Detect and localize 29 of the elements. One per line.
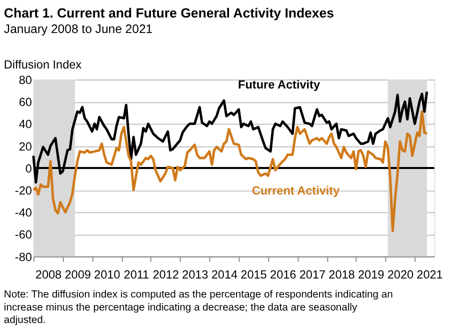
y-axis-title: Diffusion Index xyxy=(4,58,82,72)
y-tick-label: -60 xyxy=(14,228,32,242)
x-tick-label: 2016 xyxy=(270,268,297,282)
x-tick-label: 2019 xyxy=(358,268,384,282)
x-tick-label: 2020 xyxy=(387,268,414,282)
series-label: Current Activity xyxy=(252,184,340,198)
x-tick-label: 2011 xyxy=(124,268,150,282)
series-label: Future Activity xyxy=(238,78,320,92)
y-tick-label: -40 xyxy=(14,206,32,220)
x-tick-label: 2021 xyxy=(416,268,443,282)
y-tick-label: 40 xyxy=(18,118,32,132)
chart-subtitle: January 2008 to June 2021 xyxy=(4,22,153,36)
x-tick-label: 2018 xyxy=(328,268,356,282)
x-tick-label: 2012 xyxy=(152,268,179,282)
y-tick-label: 60 xyxy=(18,96,32,110)
x-tick-label: 2014 xyxy=(211,268,238,282)
x-tick-label: 2010 xyxy=(94,268,121,282)
text: Note: The diffusion index is computed as the percentage of respondents indicating an increase minus the percentage indicating a decrease; the data are seasonally adjusted. xyxy=(4,290,394,326)
y-tick-label: -80 xyxy=(14,250,32,264)
x-tick-label: 2013 xyxy=(182,268,209,282)
y-tick-label: 0 xyxy=(25,162,32,176)
x-tick-label: 2009 xyxy=(64,268,91,282)
x-tick-label: 2008 xyxy=(35,268,62,282)
y-tick-label: 20 xyxy=(18,140,32,154)
chart-title: Chart 1. Current and Future General Activity Indexes xyxy=(4,6,334,21)
y-tick-label: -20 xyxy=(14,184,32,198)
x-tick-label: 2017 xyxy=(299,268,326,282)
y-tick-label: 80 xyxy=(18,74,32,87)
x-tick-label: 2015 xyxy=(240,268,268,282)
